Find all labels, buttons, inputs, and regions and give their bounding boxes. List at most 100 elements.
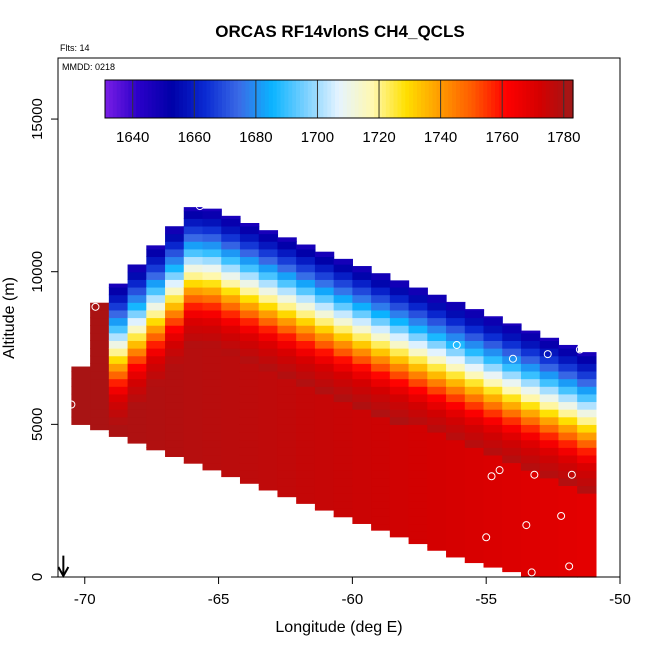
field-cell <box>427 332 447 341</box>
field-cell <box>108 401 129 410</box>
colorbar-segment <box>370 80 375 118</box>
field-cell <box>464 447 485 456</box>
field-cell <box>165 332 185 341</box>
field-cell <box>371 431 391 441</box>
field-cell <box>371 462 391 471</box>
field-cell <box>333 462 353 471</box>
field-cell <box>464 340 485 349</box>
field-cell <box>483 561 503 568</box>
field-cell <box>258 355 279 364</box>
field-cell <box>221 279 241 288</box>
field-cell <box>483 477 503 487</box>
colorbar-segment <box>167 80 172 118</box>
field-cell <box>277 370 297 380</box>
field-cell <box>520 561 541 570</box>
field-cell <box>371 485 391 494</box>
colorbar-segment <box>116 80 122 118</box>
field-cell <box>333 363 353 372</box>
field-cell <box>239 264 260 273</box>
field-cell <box>446 447 466 456</box>
field-cell <box>577 370 597 380</box>
field-cell <box>296 370 316 380</box>
field-cell <box>221 332 241 341</box>
field-cell <box>277 431 297 441</box>
field-cell <box>408 378 428 387</box>
field-cell <box>464 477 485 487</box>
field-cell <box>502 355 522 364</box>
field-cell <box>296 431 316 441</box>
field-cell <box>408 409 428 418</box>
field-cell <box>408 355 428 364</box>
colorbar-segment <box>311 80 317 118</box>
colorbar-segment <box>202 80 207 118</box>
field-cell <box>408 340 428 349</box>
field-cell <box>258 386 279 395</box>
field-cell <box>127 286 147 296</box>
field-cell <box>277 325 297 334</box>
field-cell <box>464 538 485 548</box>
field-cell <box>239 409 260 418</box>
field-cell <box>90 409 110 418</box>
colorbar-segment <box>206 80 211 118</box>
field-cell <box>202 447 222 456</box>
field-cell <box>90 325 110 334</box>
field-cell <box>333 279 353 288</box>
field-cell <box>202 309 222 319</box>
field-cell <box>464 462 485 471</box>
field-cell <box>389 462 410 471</box>
field-cell <box>539 386 560 395</box>
field-cell <box>146 309 166 319</box>
field-cell <box>483 554 503 563</box>
field-cell <box>277 332 297 341</box>
field-cell <box>464 454 485 464</box>
field-cell <box>389 294 410 303</box>
colorbar-segment <box>120 80 126 118</box>
field-cell <box>221 447 241 456</box>
field-cell <box>427 355 447 364</box>
field-cell <box>389 493 410 502</box>
field-cell <box>221 355 241 364</box>
field-cell <box>577 454 597 464</box>
colorbar-segment <box>190 80 196 118</box>
colorbar-segment <box>475 80 480 118</box>
field-cell <box>202 332 222 341</box>
field-cell <box>520 508 541 517</box>
colorbar-segment <box>280 80 285 118</box>
field-cell <box>258 409 279 418</box>
arrow-layer <box>57 555 70 579</box>
field-cell <box>577 569 597 578</box>
field-cell <box>296 363 316 372</box>
field-cell <box>314 386 335 395</box>
field-cell <box>371 363 391 372</box>
field-cell <box>183 386 204 395</box>
field-cell <box>371 447 391 456</box>
plot-frame <box>57 57 621 578</box>
field-cell <box>277 256 297 265</box>
field-cell <box>577 523 597 532</box>
field-cell <box>352 431 372 441</box>
field-cell <box>371 302 391 311</box>
field-cell <box>427 424 447 433</box>
field-cell <box>258 294 279 303</box>
field-cell <box>483 462 503 471</box>
field-cell <box>277 378 297 387</box>
colorbar-segment <box>140 80 145 118</box>
colorbar-segment <box>128 80 133 118</box>
colorbar-segment <box>545 80 551 118</box>
field-cell <box>389 386 410 395</box>
field-cell <box>239 477 260 484</box>
y-tick-label: 10000 <box>29 251 46 293</box>
field-cell <box>221 340 241 349</box>
field-cell <box>127 325 147 334</box>
field-cell <box>389 500 410 509</box>
field-cell <box>202 241 222 250</box>
field-cell <box>127 431 147 441</box>
field-cell <box>371 439 391 448</box>
field-cell <box>221 386 241 395</box>
field-cell <box>558 531 578 540</box>
colorbar: 1640 1660 1680 1700 1720 1740 1760 1780 <box>104 79 580 146</box>
field-cell <box>296 416 316 425</box>
field-cell <box>371 493 391 502</box>
field-cell <box>146 348 166 357</box>
field-cell <box>520 370 541 380</box>
